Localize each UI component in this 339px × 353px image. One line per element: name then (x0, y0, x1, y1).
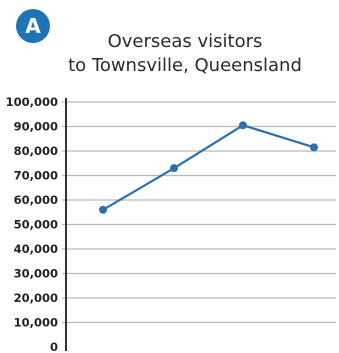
y-tick-label: 90,000 (14, 120, 58, 134)
badge: A (16, 9, 50, 43)
y-axis-tick-labels: 0 10,000 20,000 30,000 40,000 50,000 60,000 70,… (6, 95, 58, 353)
chart-title-line-2: to Townsville, Queensland (68, 55, 302, 76)
gridlines (62, 101, 336, 324)
y-tick-label: 50,000 (14, 218, 58, 232)
y-tick-label: 20,000 (14, 291, 58, 305)
y-tick-label: 80,000 (14, 144, 58, 158)
series-line (102, 124, 315, 211)
series-layer (99, 121, 318, 214)
data-point (99, 205, 107, 214)
badge-circle (16, 9, 50, 43)
y-tick-label: 30,000 (14, 267, 58, 281)
data-point (310, 143, 318, 152)
chart-title-line-1: Overseas visitors (108, 31, 263, 52)
badge-label: A (25, 14, 41, 38)
data-point (239, 121, 247, 130)
y-tick-label: 100,000 (6, 95, 58, 109)
y-tick-label: 10,000 (14, 316, 58, 330)
data-point (170, 164, 178, 173)
y-tick-label: 60,000 (14, 193, 58, 207)
y-tick-label: 70,000 (14, 169, 58, 183)
y-tick-label: 0 (50, 340, 58, 353)
y-tick-label: 40,000 (14, 242, 58, 256)
